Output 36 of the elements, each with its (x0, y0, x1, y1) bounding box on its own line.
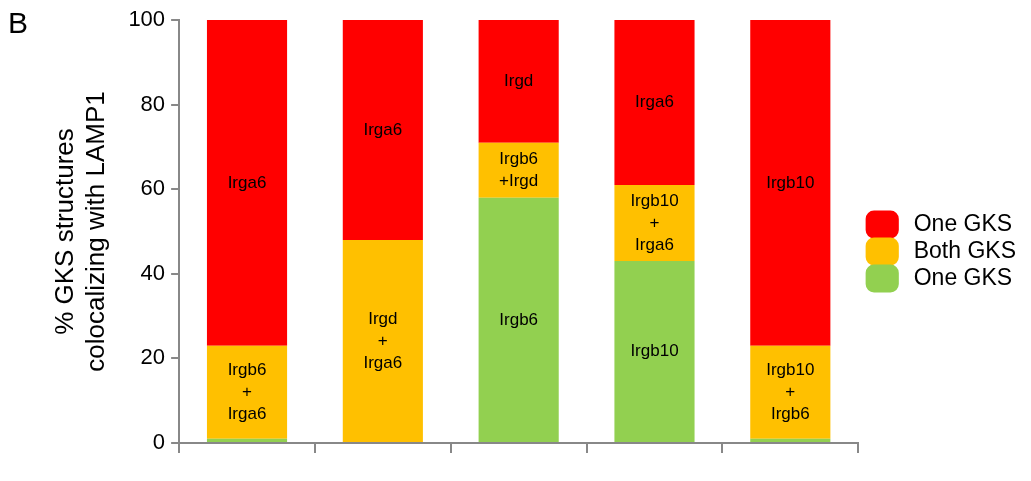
data-label: Irgb6 (499, 309, 539, 329)
bar (614, 184, 695, 262)
bar (206, 345, 288, 439)
data-label: Irga6 (635, 92, 674, 112)
y-tick-label: 0 (152, 429, 166, 455)
bar (478, 197, 559, 442)
data-label: Irga6 (363, 119, 403, 139)
data-label: Irgb10 (630, 341, 679, 361)
data-label: Irgd + Irga6 (363, 308, 403, 372)
bar (478, 20, 559, 143)
y-tick-label: 80 (140, 90, 166, 116)
bar (342, 239, 423, 442)
data-label: Irgb10 (766, 172, 815, 192)
bar (614, 261, 695, 442)
bar (206, 438, 288, 442)
data-label: Irgb6 +Irgd (499, 148, 539, 190)
bar (614, 20, 695, 185)
legend-label: One GKS (913, 263, 1013, 290)
y-tick-label: 20 (140, 344, 166, 370)
data-label: Irga6 (227, 172, 267, 192)
legend-label: Both GKS (913, 236, 1017, 263)
text: B (8, 6, 29, 40)
legend-label: One GKS (913, 209, 1013, 236)
y-tick-label: 100 (128, 6, 166, 32)
bar (342, 20, 423, 240)
y-tick-label: 40 (140, 259, 166, 285)
y-tick-label: 60 (140, 175, 166, 201)
bar (750, 20, 831, 346)
data-label: Irgd (504, 71, 534, 91)
bar (206, 20, 288, 346)
bar (750, 438, 831, 442)
data-label: Irgb10 + Irgb6 (766, 359, 815, 423)
y-axis-title: % GKS structures colocalizing with LAMP1 (48, 91, 110, 372)
data-label: Irgb6 + Irga6 (227, 359, 267, 423)
bar (750, 345, 831, 439)
data-label: Irgb10 + Irga6 (630, 190, 679, 254)
